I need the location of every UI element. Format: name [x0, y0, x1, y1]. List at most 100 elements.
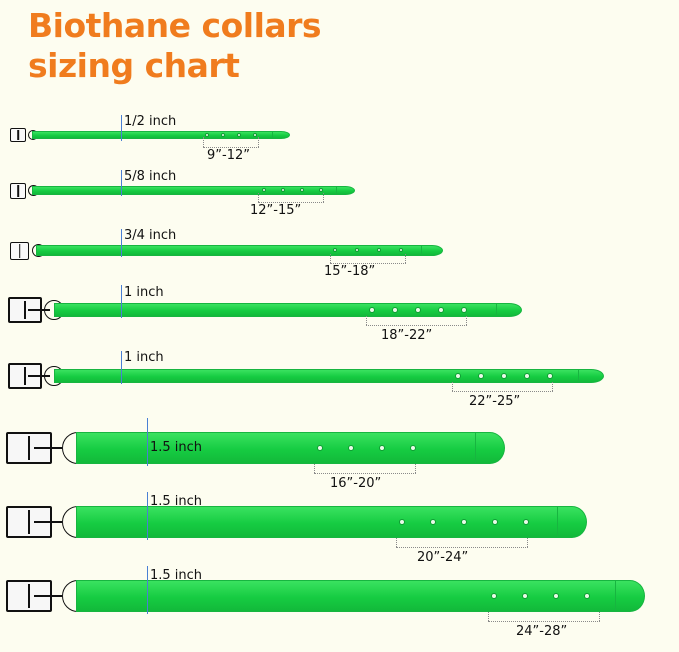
adjustment-hole — [522, 593, 528, 599]
range-indicator — [258, 202, 324, 203]
range-indicator — [366, 325, 467, 326]
collar-tip — [496, 303, 522, 317]
buckle-icon — [10, 183, 26, 199]
adjustment-hole — [438, 307, 444, 313]
width-indicator — [147, 566, 148, 614]
range-tick — [258, 193, 259, 202]
range-tick — [488, 612, 489, 621]
adjustment-hole — [524, 373, 530, 379]
range-indicator — [314, 473, 416, 474]
adjustment-hole — [410, 445, 416, 451]
adjustment-hole — [300, 188, 304, 192]
width-label: 1.5 inch — [150, 568, 203, 583]
range-tick — [552, 382, 553, 391]
adjustment-hole — [523, 519, 529, 525]
width-indicator — [121, 351, 122, 384]
width-label: 1/2 inch — [124, 114, 177, 129]
adjustment-hole — [492, 519, 498, 525]
range-tick — [314, 464, 315, 473]
adjustment-hole — [317, 445, 323, 451]
adjustment-hole — [262, 188, 266, 192]
adjustment-hole — [221, 133, 225, 137]
adjustment-hole — [461, 519, 467, 525]
collar-tip — [578, 369, 604, 383]
range-indicator — [488, 621, 600, 622]
collar-strap — [36, 245, 427, 256]
range-tick — [366, 316, 367, 325]
width-label: 1.5 inch — [150, 494, 203, 509]
page-title: Biothane collars sizing chart — [28, 6, 322, 85]
buckle-tongue-icon — [34, 521, 62, 523]
collar-tip — [336, 186, 355, 195]
collar-tip — [272, 131, 290, 139]
range-tick — [415, 464, 416, 473]
buckle-tongue-icon — [34, 595, 62, 597]
range-tick — [323, 193, 324, 202]
adjustment-hole — [399, 248, 403, 252]
adjustment-hole — [491, 593, 497, 599]
range-indicator — [330, 263, 406, 264]
collar-strap — [32, 186, 342, 195]
adjustment-hole — [355, 248, 359, 252]
adjustment-hole — [281, 188, 285, 192]
range-tick — [258, 137, 259, 147]
width-indicator — [121, 285, 122, 318]
adjustment-hole — [584, 593, 590, 599]
range-tick — [330, 254, 331, 263]
collar-tip — [557, 506, 587, 538]
width-indicator — [121, 115, 122, 141]
adjustment-hole — [392, 307, 398, 313]
range-indicator — [452, 391, 553, 392]
buckle-icon — [10, 128, 26, 142]
adjustment-hole — [379, 445, 385, 451]
width-label: 1.5 inch — [150, 440, 203, 455]
width-label: 3/4 inch — [124, 228, 177, 243]
adjustment-hole — [455, 373, 461, 379]
adjustment-hole — [237, 133, 241, 137]
adjustment-hole — [369, 307, 375, 313]
range-label: 18”-22” — [381, 328, 433, 343]
range-label: 24”-28” — [516, 624, 568, 639]
range-tick — [203, 137, 204, 147]
range-label: 22”-25” — [469, 394, 521, 409]
range-indicator — [396, 547, 528, 548]
range-tick — [527, 538, 528, 547]
width-indicator — [147, 492, 148, 540]
adjustment-hole — [319, 188, 323, 192]
range-tick — [452, 382, 453, 391]
adjustment-hole — [478, 373, 484, 379]
range-tick — [466, 316, 467, 325]
width-indicator — [147, 418, 148, 466]
range-label: 12”-15” — [250, 203, 302, 218]
range-tick — [396, 538, 397, 547]
range-tick — [405, 254, 406, 263]
collar-strap — [76, 432, 481, 464]
adjustment-hole — [205, 133, 209, 137]
buckle-tongue-icon — [28, 309, 50, 311]
range-label: 16”-20” — [330, 476, 382, 491]
width-label: 1 inch — [124, 285, 164, 300]
collar-strap — [32, 131, 278, 139]
range-tick — [599, 612, 600, 621]
buckle-tongue-icon — [28, 375, 50, 377]
adjustment-hole — [377, 248, 381, 252]
adjustment-hole — [501, 373, 507, 379]
buckle-tongue-icon — [34, 447, 62, 449]
buckle-icon — [10, 242, 29, 260]
adjustment-hole — [430, 519, 436, 525]
collar-tip — [421, 245, 443, 256]
adjustment-hole — [547, 373, 553, 379]
adjustment-hole — [461, 307, 467, 313]
collar-tip — [615, 580, 645, 612]
collar-strap — [76, 506, 563, 538]
range-indicator — [203, 147, 259, 148]
adjustment-hole — [348, 445, 354, 451]
width-label: 5/8 inch — [124, 169, 177, 184]
adjustment-hole — [415, 307, 421, 313]
range-label: 15”-18” — [324, 264, 376, 279]
width-label: 1 inch — [124, 350, 164, 365]
adjustment-hole — [553, 593, 559, 599]
collar-strap — [76, 580, 621, 612]
width-indicator — [121, 229, 122, 257]
collar-tip — [475, 432, 505, 464]
